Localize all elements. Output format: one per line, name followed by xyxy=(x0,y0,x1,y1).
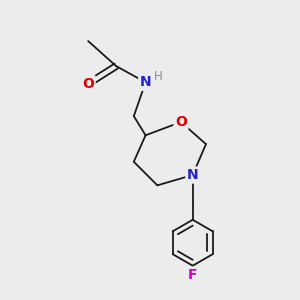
Text: O: O xyxy=(82,77,94,91)
Text: F: F xyxy=(188,268,197,282)
Text: O: O xyxy=(175,115,187,129)
Text: N: N xyxy=(140,75,152,89)
Text: H: H xyxy=(154,70,162,83)
Text: N: N xyxy=(187,168,199,182)
